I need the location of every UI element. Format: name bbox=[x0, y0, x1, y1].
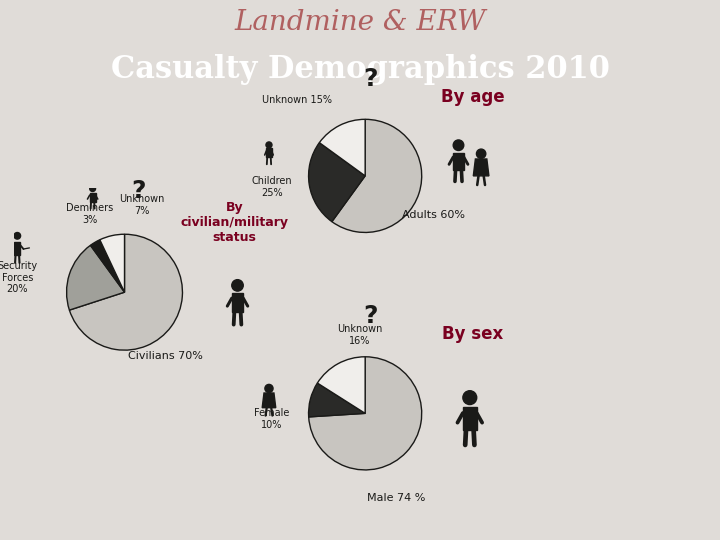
Bar bbox=[266, 148, 271, 157]
Wedge shape bbox=[320, 119, 365, 176]
Bar bbox=[453, 153, 464, 170]
Wedge shape bbox=[309, 383, 365, 417]
Circle shape bbox=[463, 391, 477, 404]
Text: Unknown
16%: Unknown 16% bbox=[337, 325, 382, 346]
Polygon shape bbox=[473, 159, 489, 176]
Circle shape bbox=[14, 233, 21, 239]
Wedge shape bbox=[91, 240, 125, 292]
Wedge shape bbox=[69, 234, 182, 350]
Bar bbox=[14, 242, 20, 254]
Text: By
civilian/military
status: By civilian/military status bbox=[181, 201, 289, 244]
Text: Male 74 %: Male 74 % bbox=[367, 493, 426, 503]
Text: ?: ? bbox=[364, 304, 378, 328]
Text: By sex: By sex bbox=[442, 325, 503, 343]
Circle shape bbox=[453, 140, 464, 151]
Text: Adults 60%: Adults 60% bbox=[402, 211, 464, 220]
Text: Unknown
7%: Unknown 7% bbox=[120, 194, 165, 216]
Text: Landmine & ERW: Landmine & ERW bbox=[234, 9, 486, 36]
Text: Children
25%: Children 25% bbox=[251, 177, 292, 198]
Circle shape bbox=[477, 149, 486, 158]
Circle shape bbox=[265, 384, 273, 393]
Wedge shape bbox=[332, 119, 422, 232]
Text: Security
Forces
20%: Security Forces 20% bbox=[0, 261, 37, 294]
Text: ?: ? bbox=[132, 179, 146, 203]
Text: Female
10%: Female 10% bbox=[254, 408, 289, 430]
Wedge shape bbox=[66, 245, 125, 310]
Text: Civilians 70%: Civilians 70% bbox=[127, 351, 202, 361]
Text: Casualty Demographics 2010: Casualty Demographics 2010 bbox=[111, 54, 609, 85]
Wedge shape bbox=[309, 143, 365, 221]
Bar bbox=[463, 407, 477, 430]
Circle shape bbox=[266, 142, 272, 148]
Wedge shape bbox=[309, 357, 422, 470]
Bar bbox=[90, 193, 96, 202]
Wedge shape bbox=[318, 357, 365, 413]
Text: Unknown 15%: Unknown 15% bbox=[262, 94, 332, 105]
Circle shape bbox=[232, 280, 243, 291]
Bar bbox=[232, 293, 243, 313]
Polygon shape bbox=[262, 393, 276, 408]
Text: By age: By age bbox=[441, 87, 505, 106]
Text: ?: ? bbox=[364, 66, 378, 91]
Circle shape bbox=[90, 186, 96, 192]
Wedge shape bbox=[100, 234, 125, 292]
Text: Deminers
3%: Deminers 3% bbox=[66, 203, 113, 225]
